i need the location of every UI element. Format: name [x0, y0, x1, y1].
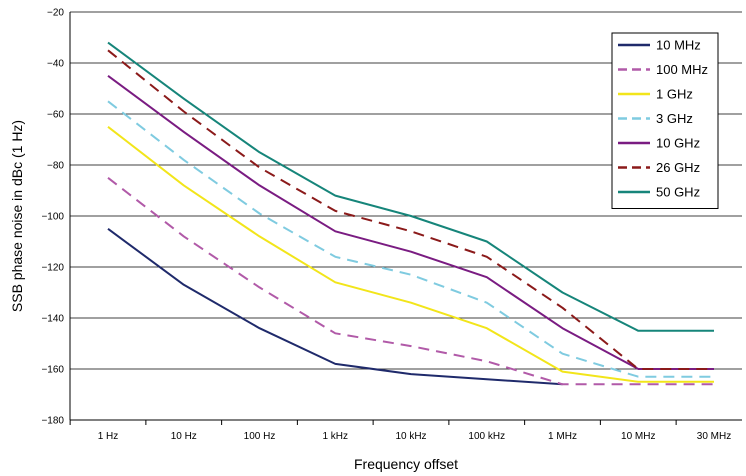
y-tick-label: −80 [47, 161, 64, 172]
series-line-10-mhz [107, 227, 563, 386]
legend-label: 10 MHz [656, 38, 701, 53]
x-tick-label: 100 Hz [244, 431, 276, 442]
y-tick-label: −180 [41, 416, 64, 427]
series-line-10-ghz [107, 74, 714, 370]
x-tick-label: 1 kHz [322, 431, 348, 442]
y-axis-title: SSB phase noise in dBc (1 Hz) [9, 120, 25, 312]
axes [69, 12, 742, 425]
x-axis-title: Frequency offset [354, 456, 458, 472]
series-line-100-mhz [107, 177, 714, 386]
legend-label: 26 GHz [656, 160, 700, 175]
y-tick-label: −160 [41, 365, 64, 376]
legend-label: 100 MHz [656, 62, 708, 77]
legend-label: 3 GHz [656, 111, 693, 126]
x-tick-label: 10 Hz [171, 431, 197, 442]
x-tick-label: 1 MHz [548, 431, 577, 442]
y-tick-label: −20 [47, 8, 64, 19]
legend-label: 1 GHz [656, 87, 693, 102]
x-tick-label: 30 MHz [697, 431, 731, 442]
y-tick-label: −60 [47, 110, 64, 121]
x-tick-label: 1 Hz [98, 431, 119, 442]
series-line-26-ghz [107, 49, 714, 370]
tick-labels: −20 −40 −60 −80 −100 −120 −140 −160 −180 1 Hz 10 H… [41, 8, 731, 443]
legend: 10 MHz 100 MHz 1 GHz 3 GHz 10 GHz 26 GHz 50 GH… [611, 32, 719, 209]
legend-box [611, 32, 719, 209]
legend-label: 10 GHz [656, 136, 700, 151]
legend-label: 50 GHz [656, 185, 700, 200]
y-tick-label: −140 [41, 314, 64, 325]
y-tick-label: −120 [41, 263, 64, 274]
series-line-1-ghz [107, 126, 714, 383]
x-tick-label: 10 MHz [621, 431, 655, 442]
series-line-3-ghz [107, 100, 714, 378]
x-tick-label: 100 kHz [468, 431, 505, 442]
x-tick-label: 10 kHz [395, 431, 426, 442]
y-tick-label: −40 [47, 59, 64, 70]
series-lines [107, 41, 714, 386]
y-tick-label: −100 [41, 212, 64, 223]
grid-lines [70, 11, 742, 370]
series-line-50-ghz [107, 41, 714, 332]
